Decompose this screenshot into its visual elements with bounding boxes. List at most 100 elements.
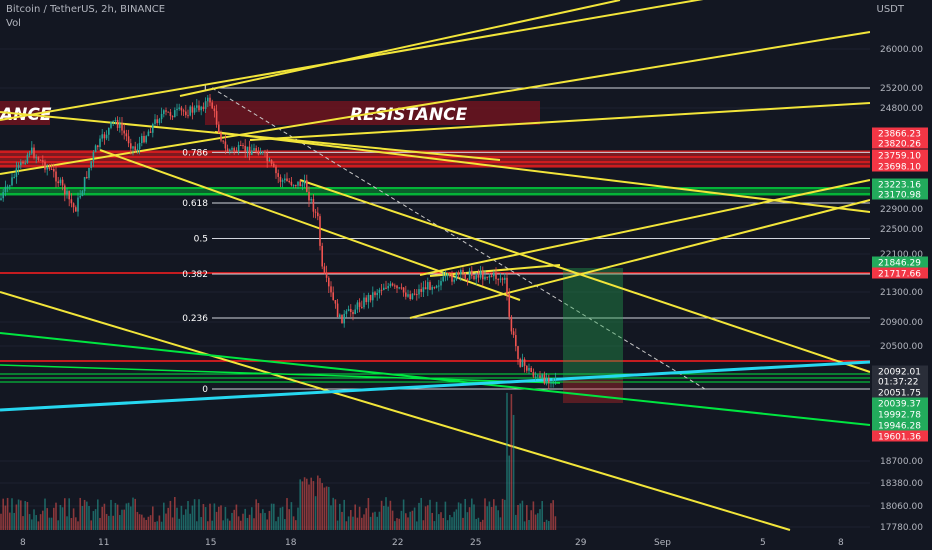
candle-body bbox=[394, 285, 396, 287]
volume-bar bbox=[119, 515, 121, 530]
candle-body bbox=[22, 162, 24, 164]
candle-body bbox=[354, 309, 356, 315]
volume-bar bbox=[541, 501, 543, 530]
price-tag bbox=[872, 365, 928, 377]
candle-body bbox=[141, 135, 143, 144]
candle-body bbox=[270, 159, 273, 164]
volume-bar bbox=[319, 478, 321, 530]
candle-body bbox=[26, 154, 29, 163]
candle-body bbox=[215, 111, 218, 125]
volume-bar bbox=[24, 501, 26, 530]
candle-body bbox=[363, 297, 365, 308]
y-tick-label: 18060.00 bbox=[880, 502, 923, 512]
candle-body bbox=[523, 359, 526, 366]
candle-body bbox=[398, 287, 400, 289]
price-tag-label: 23759.10 bbox=[878, 152, 921, 162]
candle-body bbox=[350, 309, 352, 312]
candle-body bbox=[290, 181, 293, 186]
candle-body bbox=[273, 163, 275, 167]
trendline bbox=[0, 291, 791, 531]
x-tick-label: 11 bbox=[98, 538, 109, 548]
volume-bar bbox=[2, 498, 4, 530]
candle-body bbox=[160, 113, 163, 120]
candle-body bbox=[229, 149, 231, 152]
candle-body bbox=[209, 97, 211, 103]
volume-bar bbox=[143, 517, 145, 530]
candle-body bbox=[380, 289, 383, 291]
candle-body bbox=[473, 275, 475, 280]
candle-body bbox=[99, 138, 101, 148]
candle-body bbox=[319, 216, 321, 246]
price-tag bbox=[872, 178, 928, 190]
candle-body bbox=[20, 162, 22, 166]
candle-body bbox=[171, 115, 174, 118]
candle-body bbox=[268, 159, 271, 162]
candle-body bbox=[418, 289, 420, 295]
candle-body bbox=[515, 335, 517, 347]
candle-body bbox=[297, 181, 299, 186]
volume-bar bbox=[20, 500, 22, 530]
candle-body bbox=[343, 313, 345, 324]
volume-bar bbox=[420, 497, 422, 530]
volume-bar bbox=[200, 517, 202, 530]
candle-body bbox=[328, 277, 330, 287]
volume-bar bbox=[163, 502, 165, 530]
volume-bar bbox=[385, 497, 387, 530]
candle-body bbox=[512, 331, 515, 336]
volume-bar bbox=[462, 517, 464, 530]
candle-body bbox=[352, 311, 354, 315]
x-tick-label: 15 bbox=[205, 538, 216, 548]
volume-bar bbox=[224, 506, 227, 530]
volume-bar bbox=[413, 507, 416, 530]
volume-bar bbox=[33, 509, 35, 530]
volume-bar bbox=[303, 477, 306, 530]
candle-body bbox=[308, 191, 310, 201]
candle-body bbox=[266, 153, 268, 162]
volume-bar bbox=[253, 518, 255, 530]
volume-bar bbox=[457, 502, 460, 530]
fib-level-label: 1 bbox=[202, 84, 208, 94]
volume-bar bbox=[444, 501, 447, 530]
candle-body bbox=[246, 146, 249, 152]
candle-body bbox=[336, 303, 339, 318]
candle-body bbox=[125, 133, 128, 137]
price-tag-label: 23820.26 bbox=[878, 140, 921, 150]
volume-bar bbox=[460, 503, 462, 530]
candle-body bbox=[413, 293, 416, 295]
volume-bar bbox=[354, 504, 356, 530]
volume-bar bbox=[103, 503, 106, 530]
volume-bar bbox=[174, 497, 176, 530]
candle-body bbox=[477, 275, 480, 278]
volume-bar bbox=[185, 509, 187, 530]
volume-bar bbox=[477, 517, 480, 530]
volume-bar bbox=[202, 504, 205, 530]
candle-body bbox=[15, 168, 18, 177]
volume-bar bbox=[180, 505, 183, 530]
volume-bar bbox=[290, 502, 293, 530]
candle-body bbox=[361, 306, 363, 308]
candle-body bbox=[416, 294, 418, 296]
candle-body bbox=[70, 199, 73, 204]
candle-body bbox=[383, 287, 385, 291]
volume-bar bbox=[123, 509, 125, 530]
volume-bar bbox=[466, 512, 469, 530]
candle-body bbox=[189, 106, 191, 116]
x-tick-label: 8 bbox=[838, 538, 844, 548]
candle-body bbox=[134, 146, 136, 151]
support-trendline bbox=[0, 364, 561, 384]
volume-bar bbox=[301, 481, 304, 530]
candle-body bbox=[462, 270, 464, 274]
candle-body bbox=[504, 277, 506, 280]
volume-bar bbox=[77, 521, 79, 530]
candle-body bbox=[391, 283, 394, 286]
candle-body bbox=[464, 273, 466, 279]
volume-bar bbox=[521, 500, 524, 530]
candle-body bbox=[101, 134, 103, 139]
price-tag bbox=[872, 188, 928, 200]
candle-body bbox=[207, 97, 209, 102]
candle-body bbox=[284, 178, 286, 181]
candle-body bbox=[517, 346, 519, 359]
volume-bar bbox=[299, 479, 301, 530]
price-tag-label: 21717.66 bbox=[878, 270, 921, 280]
